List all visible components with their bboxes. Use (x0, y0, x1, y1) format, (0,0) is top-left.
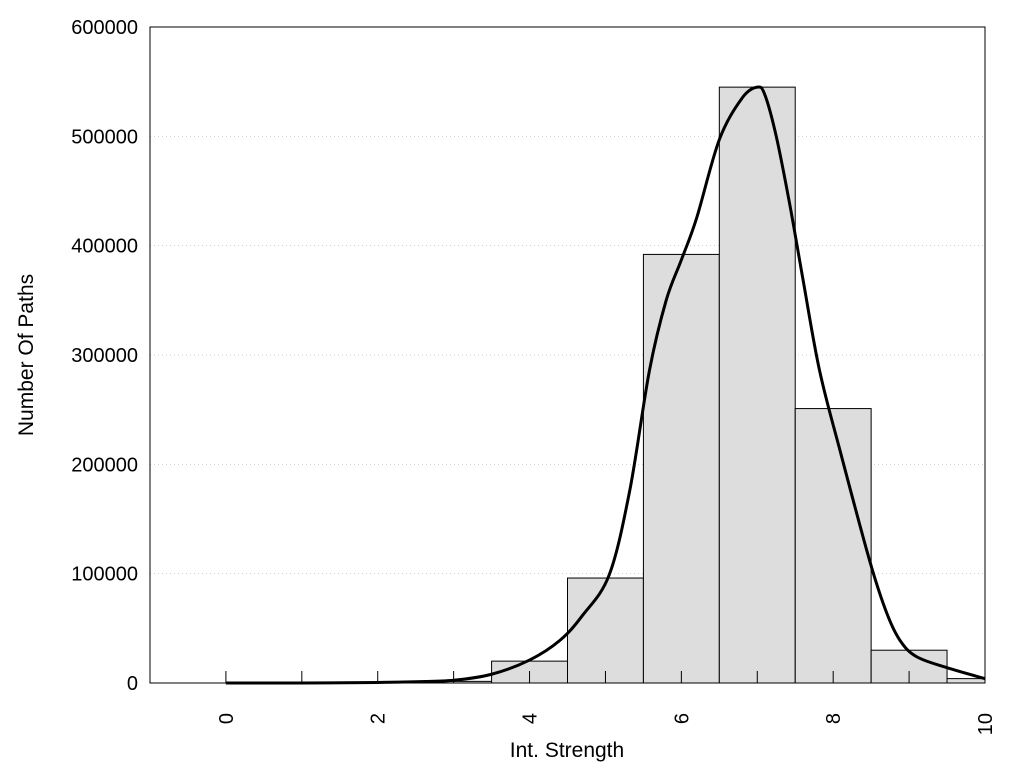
x-tick-label: 10 (975, 713, 997, 735)
bars (340, 87, 985, 683)
bar (568, 578, 644, 683)
x-tick-label: 8 (823, 713, 845, 724)
y-tick-label: 0 (127, 673, 138, 695)
bar (795, 409, 871, 683)
y-tick-label: 200000 (71, 454, 138, 476)
bar (947, 679, 985, 683)
x-axis-label: Int. Strength (510, 739, 624, 762)
y-tick-labels: 0 100000 200000 300000 400000 500000 600000 (71, 17, 138, 695)
y-tick-label: 100000 (71, 564, 138, 586)
x-tick-label: 6 (671, 713, 693, 724)
bar (643, 254, 719, 683)
y-tick-label: 300000 (71, 345, 138, 367)
x-tick-label: 0 (216, 713, 238, 724)
y-tick-label: 500000 (71, 126, 138, 148)
x-tick-labels: 0 2 4 6 8 10 (216, 713, 997, 735)
x-tick-label: 2 (368, 713, 390, 724)
y-tick-label: 600000 (71, 17, 138, 39)
y-axis-label: Number Of Paths (15, 274, 38, 436)
x-tick-label: 4 (520, 713, 542, 724)
y-tick-label: 400000 (71, 236, 138, 258)
